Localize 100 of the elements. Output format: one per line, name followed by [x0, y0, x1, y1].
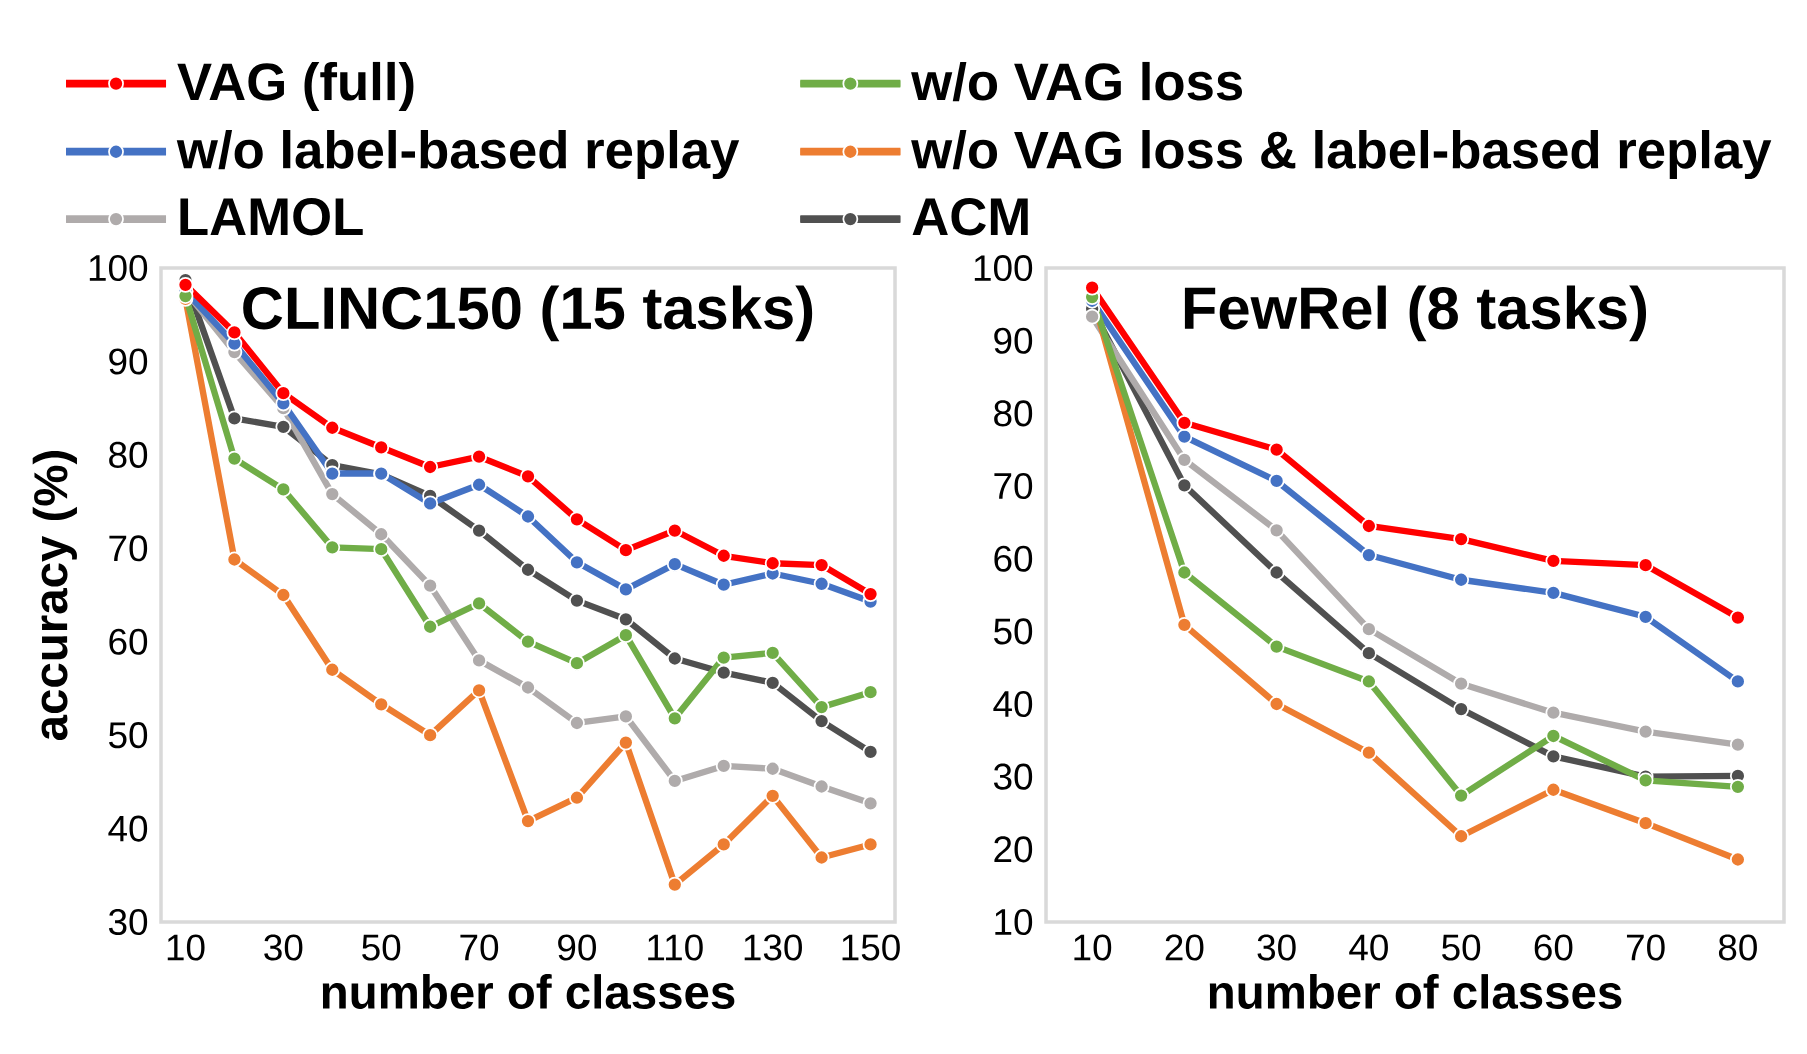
- y-tick-label: 100: [89, 254, 148, 282]
- point: [1729, 609, 1746, 626]
- point: [471, 522, 487, 539]
- point: [617, 708, 634, 725]
- point: [1268, 441, 1285, 458]
- point: [666, 876, 683, 893]
- x-tick-label: 50: [362, 934, 401, 961]
- point: [1637, 557, 1654, 574]
- point: [324, 486, 341, 502]
- point: [813, 699, 830, 716]
- x-tick-label: 70: [1626, 934, 1665, 961]
- point: [813, 849, 830, 866]
- point: [1360, 621, 1377, 638]
- point: [1545, 748, 1562, 765]
- y-tick-label: 70: [109, 535, 148, 562]
- x-tick-label: 90: [558, 934, 597, 961]
- point: [1176, 428, 1193, 445]
- point: [1176, 564, 1193, 581]
- point: [520, 508, 536, 525]
- point: [666, 650, 683, 667]
- point: [1729, 673, 1746, 690]
- point: [666, 773, 683, 789]
- y-tick-label: 70: [994, 472, 1033, 500]
- point: [1545, 552, 1562, 569]
- point: [1453, 531, 1470, 547]
- point: [569, 789, 585, 806]
- point: [1360, 673, 1377, 690]
- point: [1360, 744, 1377, 761]
- point: [373, 439, 390, 456]
- point: [1084, 279, 1101, 296]
- y-tick-label: 90: [994, 327, 1033, 354]
- point: [813, 778, 830, 795]
- point: [1637, 608, 1654, 625]
- point: [813, 575, 830, 592]
- legend-label: VAG (full): [177, 61, 414, 112]
- y-tick-label: 50: [109, 722, 148, 749]
- point: [617, 611, 634, 628]
- y-tick-label: 80: [109, 441, 148, 468]
- point: [1545, 781, 1562, 798]
- point: [715, 576, 732, 593]
- point: [520, 468, 536, 485]
- point: [177, 276, 194, 293]
- x-tick-label: 70: [460, 934, 499, 961]
- point: [862, 795, 879, 812]
- point: [764, 555, 781, 572]
- y-tick-label: 10: [995, 908, 1033, 936]
- point: [520, 679, 536, 696]
- point: [324, 539, 341, 556]
- point: [813, 713, 830, 730]
- point: [1360, 645, 1377, 662]
- point: [569, 511, 585, 528]
- point: [471, 682, 487, 699]
- point: [1176, 414, 1193, 431]
- y-tick-label: 30: [993, 763, 1033, 790]
- chart-title: CLINC150 (15 tasks): [243, 285, 813, 342]
- y-tick-label: 80: [994, 400, 1033, 427]
- point: [1176, 451, 1193, 468]
- point: [1729, 778, 1746, 795]
- y-tick-label: 60: [109, 628, 148, 655]
- x-tick-label: 50: [1442, 934, 1481, 961]
- point: [666, 556, 683, 573]
- point: [764, 787, 781, 804]
- x-tick-label: 20: [1165, 934, 1204, 961]
- point: [1453, 571, 1470, 588]
- y-tick-label: 100: [974, 254, 1033, 282]
- point: [1453, 675, 1470, 692]
- point: [520, 813, 536, 829]
- y-tick-label: 40: [993, 690, 1033, 718]
- point: [715, 758, 732, 774]
- point: [275, 385, 292, 402]
- x-tick-label: 10: [1074, 934, 1112, 961]
- point: [862, 836, 879, 853]
- point: [813, 557, 830, 574]
- point: [1637, 723, 1654, 740]
- x-tick-label: 110: [648, 934, 703, 961]
- point: [1176, 616, 1193, 633]
- point: [1453, 787, 1470, 804]
- point: [422, 495, 439, 512]
- point: [324, 419, 341, 436]
- x-axis-title: number of classes: [1209, 974, 1622, 1009]
- point: [226, 551, 243, 568]
- point: [1729, 736, 1746, 753]
- point: [422, 577, 439, 594]
- point: [617, 734, 634, 751]
- y-tick-label: 90: [109, 348, 148, 375]
- x-tick-label: 60: [1534, 934, 1573, 961]
- point: [715, 547, 732, 564]
- x-tick-label: 80: [1718, 934, 1757, 961]
- point: [1268, 522, 1285, 539]
- x-tick-label: 40: [1349, 934, 1388, 961]
- point: [324, 465, 341, 482]
- point: [1637, 815, 1654, 832]
- point: [422, 727, 439, 744]
- point: [471, 652, 487, 669]
- point: [1545, 728, 1562, 744]
- point: [275, 587, 292, 603]
- point: [715, 649, 732, 666]
- x-axis-title: number of classes: [322, 974, 735, 1009]
- point: [1453, 701, 1470, 717]
- legend-label: ACM: [912, 198, 1028, 236]
